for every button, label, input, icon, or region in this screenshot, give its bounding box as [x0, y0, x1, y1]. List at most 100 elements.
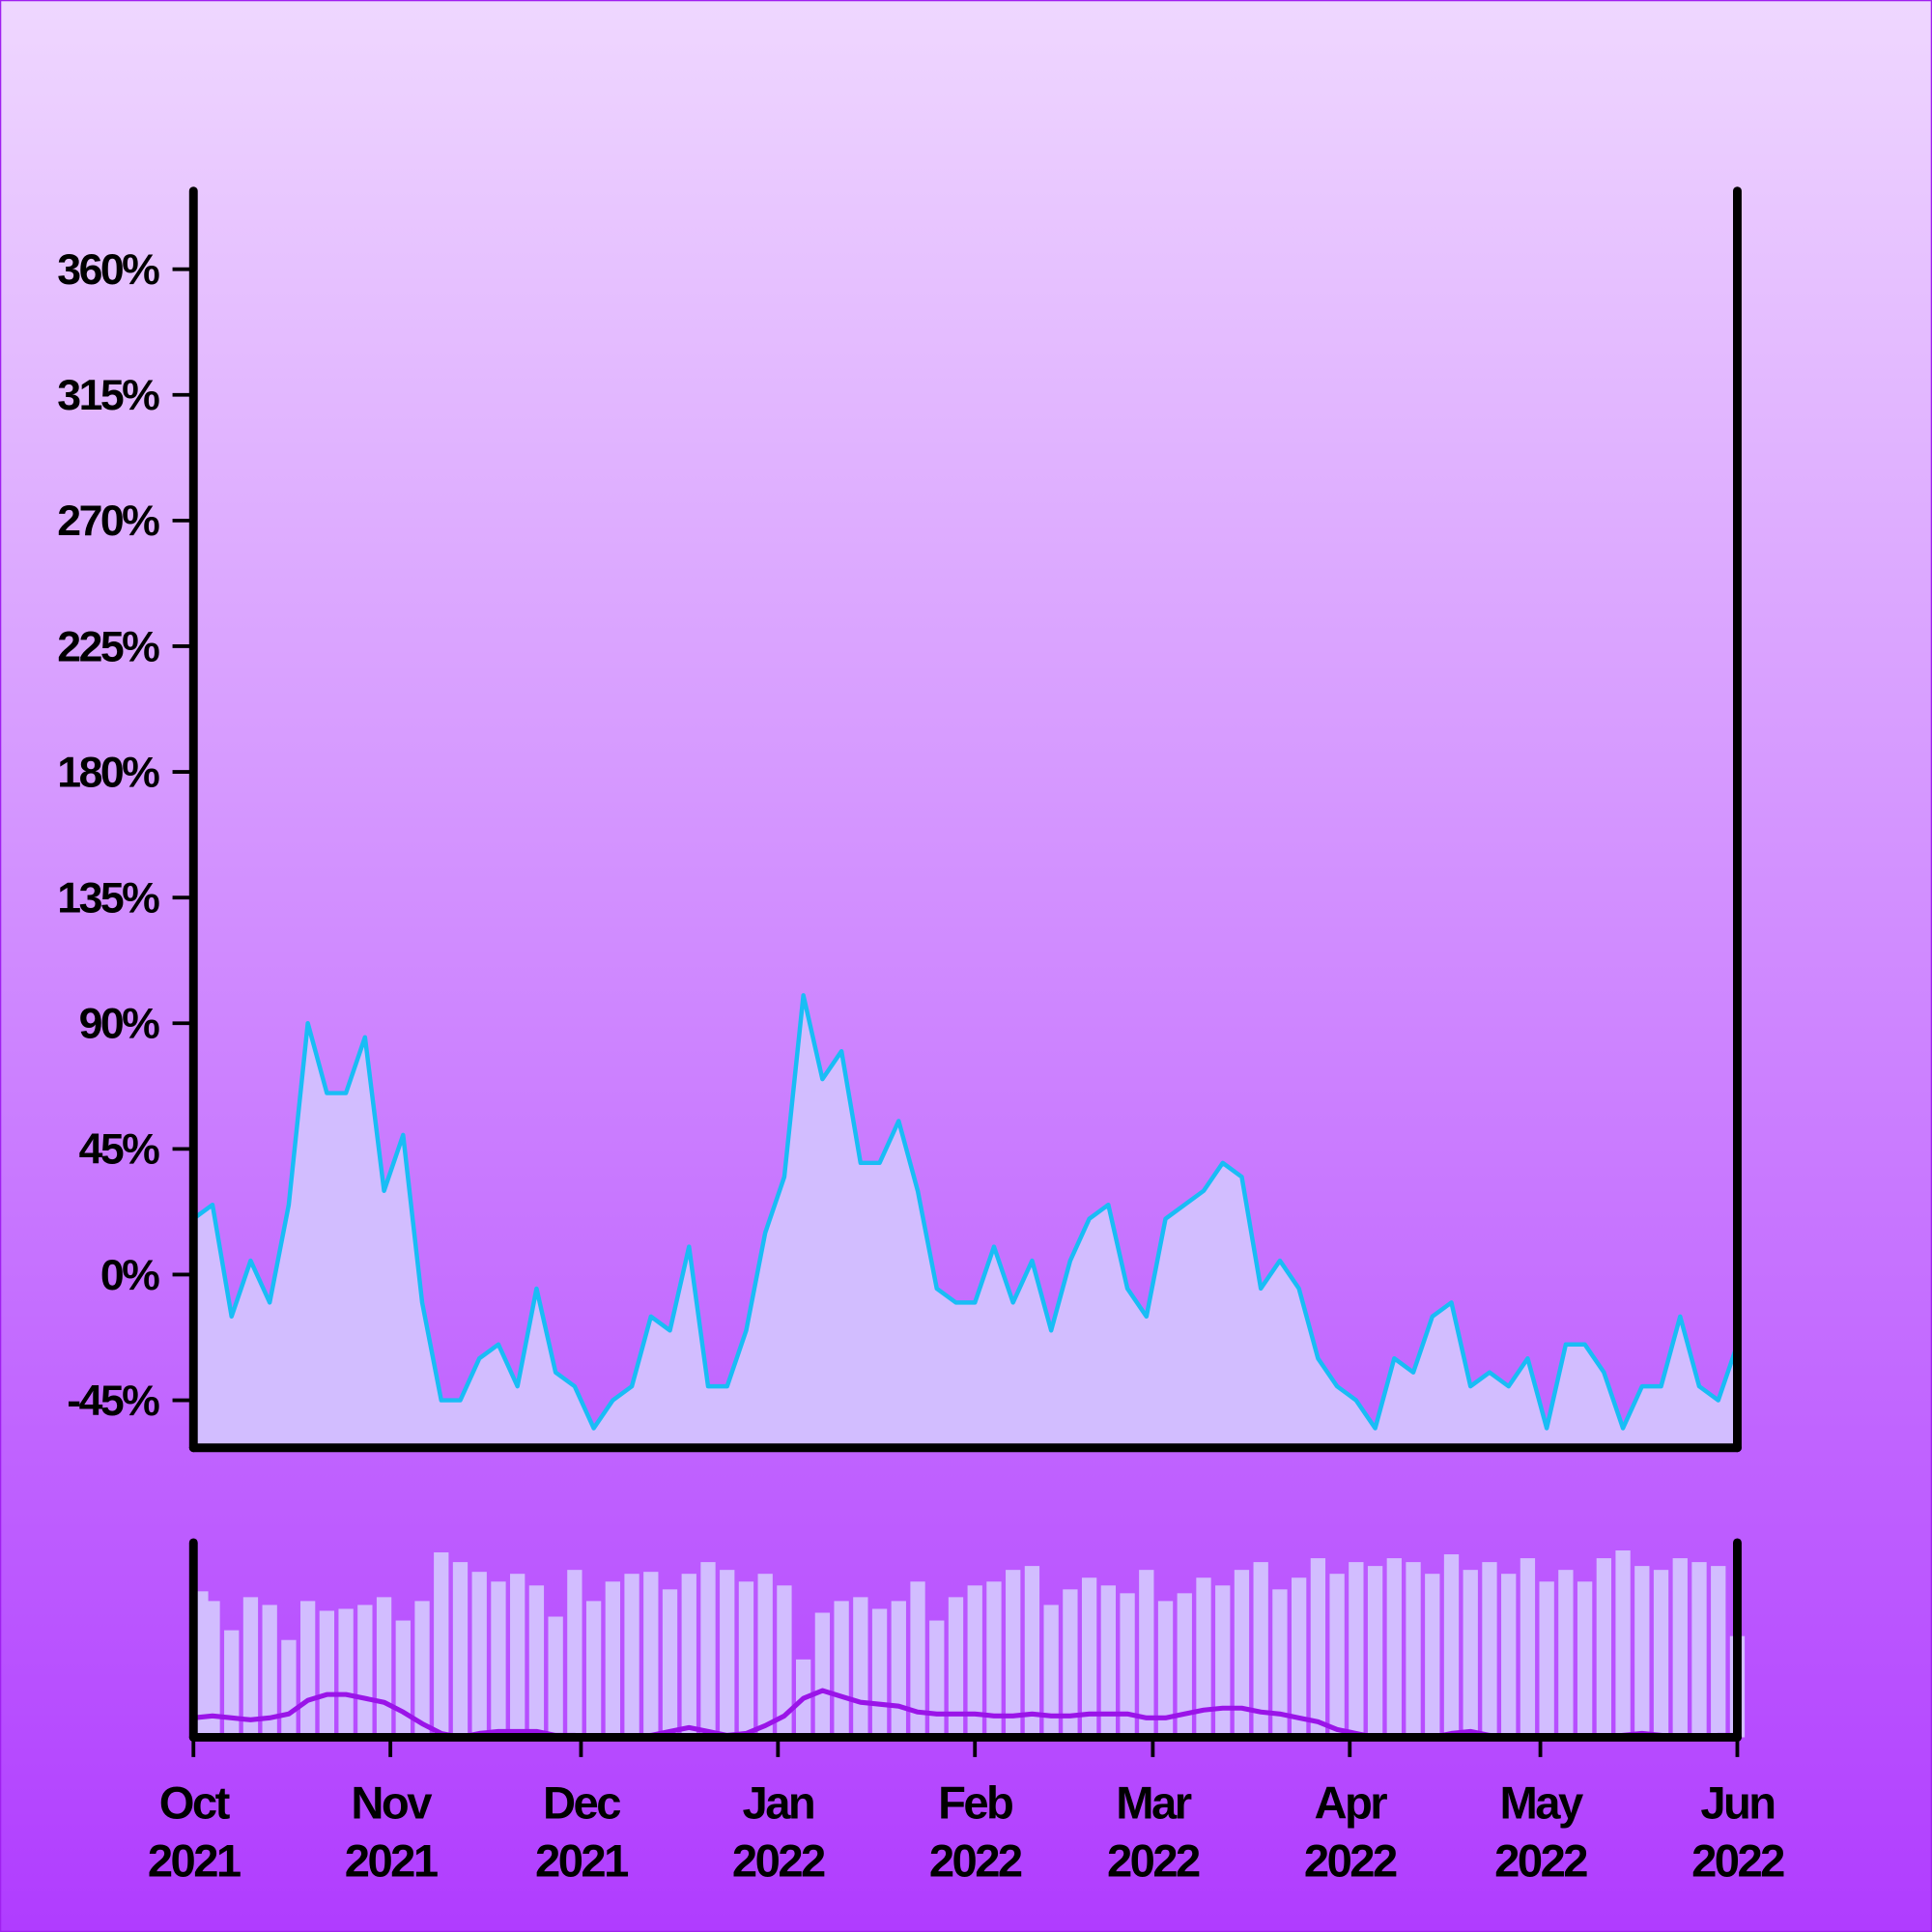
volume-bar	[1425, 1574, 1440, 1738]
volume-bar	[224, 1630, 240, 1738]
y-tick-label: 180%	[57, 749, 159, 796]
volume-bar	[338, 1608, 354, 1738]
volume-bar	[262, 1605, 277, 1738]
y-tick-label: 315%	[57, 372, 159, 419]
volume-bar	[929, 1620, 945, 1738]
volume-bar	[1139, 1570, 1154, 1738]
volume-bar	[681, 1574, 696, 1738]
volume-bar	[1100, 1585, 1116, 1738]
volume-bar	[1539, 1581, 1554, 1738]
x-tick-label: Feb 2022	[929, 1778, 1022, 1888]
volume-bar	[1711, 1566, 1726, 1738]
y-tick-label: 135%	[57, 874, 159, 922]
volume-bar	[528, 1585, 545, 1738]
volume-bar	[491, 1581, 506, 1738]
y-tick-label: 270%	[57, 497, 159, 545]
volume-bar	[1672, 1558, 1688, 1738]
x-tick-label: Nov 2021	[345, 1778, 438, 1888]
volume-bar	[871, 1608, 888, 1738]
volume-bar	[1501, 1574, 1517, 1738]
x-tick-label: Oct 2021	[148, 1778, 241, 1888]
volume-bar	[281, 1639, 297, 1738]
volume-bar	[1349, 1562, 1364, 1738]
volume-bar	[1120, 1593, 1135, 1738]
volume-bar	[1520, 1558, 1536, 1738]
volume-bar	[1634, 1566, 1650, 1738]
volume-bar	[414, 1601, 430, 1738]
volume-bar	[319, 1610, 335, 1738]
volume-bar	[1292, 1577, 1307, 1738]
volume-bar	[948, 1597, 964, 1738]
volume-bar	[1386, 1558, 1402, 1738]
volume-bar	[376, 1597, 392, 1738]
volume-bar	[1653, 1570, 1669, 1738]
volume-bar	[1596, 1558, 1612, 1738]
line	[191, 993, 1740, 1431]
y-tick-label: 0%	[100, 1252, 159, 1299]
volume-bar	[585, 1601, 602, 1738]
volume-bar	[1234, 1570, 1250, 1738]
x-tick-label: Apr 2022	[1304, 1778, 1397, 1888]
volume-bar	[738, 1581, 754, 1738]
volume-bar	[1006, 1570, 1021, 1738]
volume-bar	[1310, 1558, 1326, 1738]
plot-area: -45% 0% 45% 90% 135% 180% 225% 270% 315% 360% Oct 2…	[57, 186, 1787, 1888]
volume-bar	[1329, 1574, 1345, 1738]
y-tick-label: 360%	[57, 246, 159, 294]
y-tick-label: 225%	[57, 623, 159, 670]
volume-bar	[834, 1601, 849, 1738]
volume-bar	[1406, 1562, 1421, 1738]
volume-bar	[1443, 1554, 1460, 1738]
volume-bar	[1272, 1589, 1288, 1738]
volume-bar	[205, 1601, 220, 1738]
volume-bar	[891, 1601, 906, 1738]
volume-bar	[1215, 1585, 1231, 1738]
volume-bar	[567, 1570, 582, 1738]
volume-bar	[1577, 1581, 1593, 1738]
volume-bar	[624, 1574, 639, 1738]
volume-bar	[299, 1601, 316, 1738]
volume-bar	[910, 1581, 925, 1738]
volume-bar	[1024, 1566, 1040, 1738]
volume-bar	[1482, 1562, 1497, 1738]
volume-bar	[1691, 1562, 1707, 1738]
volume-bar	[1463, 1570, 1478, 1738]
x-tick-label: Jan 2022	[732, 1778, 825, 1888]
volume-bar	[643, 1572, 659, 1738]
volume-bar	[395, 1620, 411, 1738]
volume-bar	[1081, 1577, 1097, 1738]
volume-bar	[1063, 1589, 1078, 1738]
volume-bar	[357, 1605, 373, 1738]
volume-bar	[242, 1597, 259, 1738]
volume-bar	[1615, 1549, 1631, 1738]
y-tick-label: 45%	[79, 1126, 160, 1174]
volume-bar	[662, 1589, 678, 1738]
volume-bar	[1196, 1577, 1211, 1738]
volume-bar	[814, 1612, 831, 1738]
volume-bar	[1157, 1601, 1174, 1738]
volume-bar	[434, 1552, 449, 1738]
y-tick-label: -45%	[67, 1378, 159, 1425]
volume-bar	[548, 1616, 563, 1738]
volume-bar	[757, 1574, 773, 1738]
volume-bar	[1043, 1605, 1059, 1738]
volume-bar	[510, 1574, 526, 1738]
volume-bar	[1367, 1566, 1383, 1738]
volume-bar	[853, 1597, 868, 1738]
x-tick-label: Jun 2022	[1691, 1778, 1784, 1888]
x-tick-label: Mar 2022	[1107, 1778, 1200, 1888]
x-tick-label: Dec 2021	[535, 1778, 628, 1888]
volume-bar	[986, 1581, 1002, 1738]
volume-bar	[1558, 1570, 1574, 1738]
volume-bar	[605, 1581, 620, 1738]
volume-bar	[777, 1585, 792, 1738]
x-tick-label: May 2022	[1494, 1778, 1587, 1888]
y-tick-label: 90%	[79, 1001, 160, 1048]
volume-bar	[967, 1585, 982, 1738]
volume-bar	[1177, 1593, 1192, 1738]
volume-bar	[452, 1562, 469, 1738]
volume-bar	[700, 1562, 716, 1738]
volume-bar	[720, 1570, 735, 1738]
area-fill	[193, 995, 1738, 1448]
